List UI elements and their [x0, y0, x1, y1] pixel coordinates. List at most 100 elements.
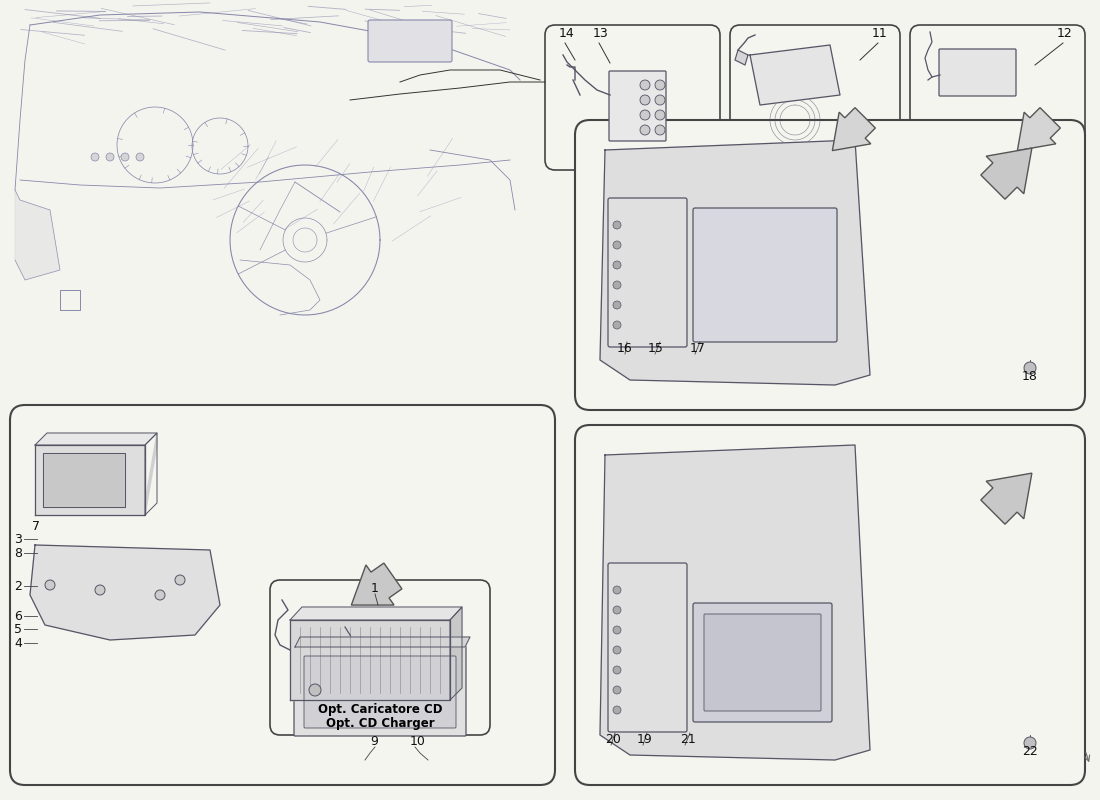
- FancyBboxPatch shape: [693, 603, 832, 722]
- Polygon shape: [43, 453, 125, 507]
- Text: 22: 22: [1022, 745, 1038, 758]
- Polygon shape: [15, 190, 60, 280]
- Polygon shape: [981, 148, 1032, 199]
- Circle shape: [95, 585, 104, 595]
- Circle shape: [155, 590, 165, 600]
- Text: 5: 5: [14, 623, 22, 636]
- Text: Opt. CD Charger: Opt. CD Charger: [326, 717, 434, 730]
- Polygon shape: [35, 445, 145, 515]
- Text: eurospares: eurospares: [701, 256, 806, 274]
- Circle shape: [654, 125, 666, 135]
- FancyBboxPatch shape: [608, 198, 688, 347]
- Text: 13: 13: [593, 27, 608, 40]
- Polygon shape: [981, 473, 1032, 524]
- Text: eurospares: eurospares: [701, 596, 806, 614]
- FancyBboxPatch shape: [608, 563, 688, 732]
- Circle shape: [106, 153, 114, 161]
- Text: 21: 21: [680, 733, 695, 746]
- FancyBboxPatch shape: [939, 49, 1016, 96]
- Polygon shape: [600, 445, 870, 760]
- Text: eurospares: eurospares: [771, 90, 859, 105]
- Text: eurospares: eurospares: [277, 510, 383, 528]
- Text: 3: 3: [14, 533, 22, 546]
- Polygon shape: [1018, 108, 1060, 150]
- FancyBboxPatch shape: [304, 656, 456, 728]
- Polygon shape: [30, 545, 220, 640]
- Text: 16: 16: [617, 342, 632, 355]
- Circle shape: [613, 626, 621, 634]
- Circle shape: [1024, 362, 1036, 374]
- Circle shape: [640, 110, 650, 120]
- Text: 14: 14: [559, 27, 574, 40]
- Circle shape: [45, 580, 55, 590]
- Polygon shape: [290, 620, 450, 700]
- Text: 6: 6: [14, 610, 22, 623]
- Text: 7: 7: [32, 520, 40, 533]
- Polygon shape: [833, 108, 876, 150]
- Text: 12: 12: [1057, 27, 1072, 40]
- Circle shape: [613, 321, 621, 329]
- FancyBboxPatch shape: [368, 20, 452, 62]
- FancyBboxPatch shape: [575, 120, 1085, 410]
- FancyBboxPatch shape: [270, 580, 490, 735]
- Circle shape: [338, 613, 352, 627]
- Circle shape: [613, 706, 621, 714]
- Circle shape: [654, 80, 666, 90]
- Polygon shape: [351, 563, 402, 605]
- Circle shape: [613, 586, 621, 594]
- Circle shape: [175, 575, 185, 585]
- Circle shape: [613, 606, 621, 614]
- Circle shape: [640, 80, 650, 90]
- Text: 8: 8: [14, 547, 22, 560]
- FancyBboxPatch shape: [544, 25, 720, 170]
- Polygon shape: [290, 607, 462, 620]
- Text: 4: 4: [14, 637, 22, 650]
- Circle shape: [640, 95, 650, 105]
- FancyBboxPatch shape: [704, 614, 821, 711]
- Polygon shape: [600, 140, 870, 385]
- Polygon shape: [750, 45, 840, 105]
- Polygon shape: [295, 637, 470, 647]
- Circle shape: [613, 646, 621, 654]
- FancyBboxPatch shape: [910, 25, 1085, 170]
- Text: 1: 1: [371, 582, 378, 595]
- Polygon shape: [145, 433, 157, 515]
- Circle shape: [613, 241, 621, 249]
- Text: eurospares: eurospares: [954, 90, 1042, 105]
- Circle shape: [613, 686, 621, 694]
- Text: 15: 15: [648, 342, 664, 355]
- Circle shape: [121, 153, 129, 161]
- Circle shape: [91, 153, 99, 161]
- FancyBboxPatch shape: [693, 208, 837, 342]
- FancyBboxPatch shape: [730, 25, 900, 170]
- Text: eurospares: eurospares: [277, 662, 383, 680]
- Circle shape: [613, 261, 621, 269]
- Text: 10: 10: [410, 735, 426, 748]
- Text: 9: 9: [370, 735, 378, 748]
- Text: 20: 20: [605, 733, 620, 746]
- Text: eurospares: eurospares: [921, 596, 1025, 614]
- Text: eurospares: eurospares: [77, 510, 183, 528]
- Text: eurospares: eurospares: [588, 90, 676, 105]
- FancyBboxPatch shape: [10, 405, 556, 785]
- Polygon shape: [450, 607, 462, 700]
- Circle shape: [613, 221, 621, 229]
- FancyBboxPatch shape: [294, 646, 466, 736]
- Polygon shape: [35, 433, 157, 445]
- Circle shape: [654, 95, 666, 105]
- Polygon shape: [735, 50, 748, 65]
- Circle shape: [654, 110, 666, 120]
- Text: 2: 2: [14, 580, 22, 593]
- Circle shape: [640, 125, 650, 135]
- FancyBboxPatch shape: [609, 71, 666, 141]
- Circle shape: [1024, 737, 1036, 749]
- Circle shape: [613, 666, 621, 674]
- Text: 17: 17: [690, 342, 706, 355]
- Text: eurospares: eurospares: [921, 256, 1025, 274]
- Circle shape: [309, 684, 321, 696]
- Circle shape: [613, 281, 621, 289]
- Text: 11: 11: [872, 27, 888, 40]
- FancyBboxPatch shape: [575, 425, 1085, 785]
- Text: Opt. Caricatore CD: Opt. Caricatore CD: [318, 703, 442, 716]
- Text: 19: 19: [637, 733, 652, 746]
